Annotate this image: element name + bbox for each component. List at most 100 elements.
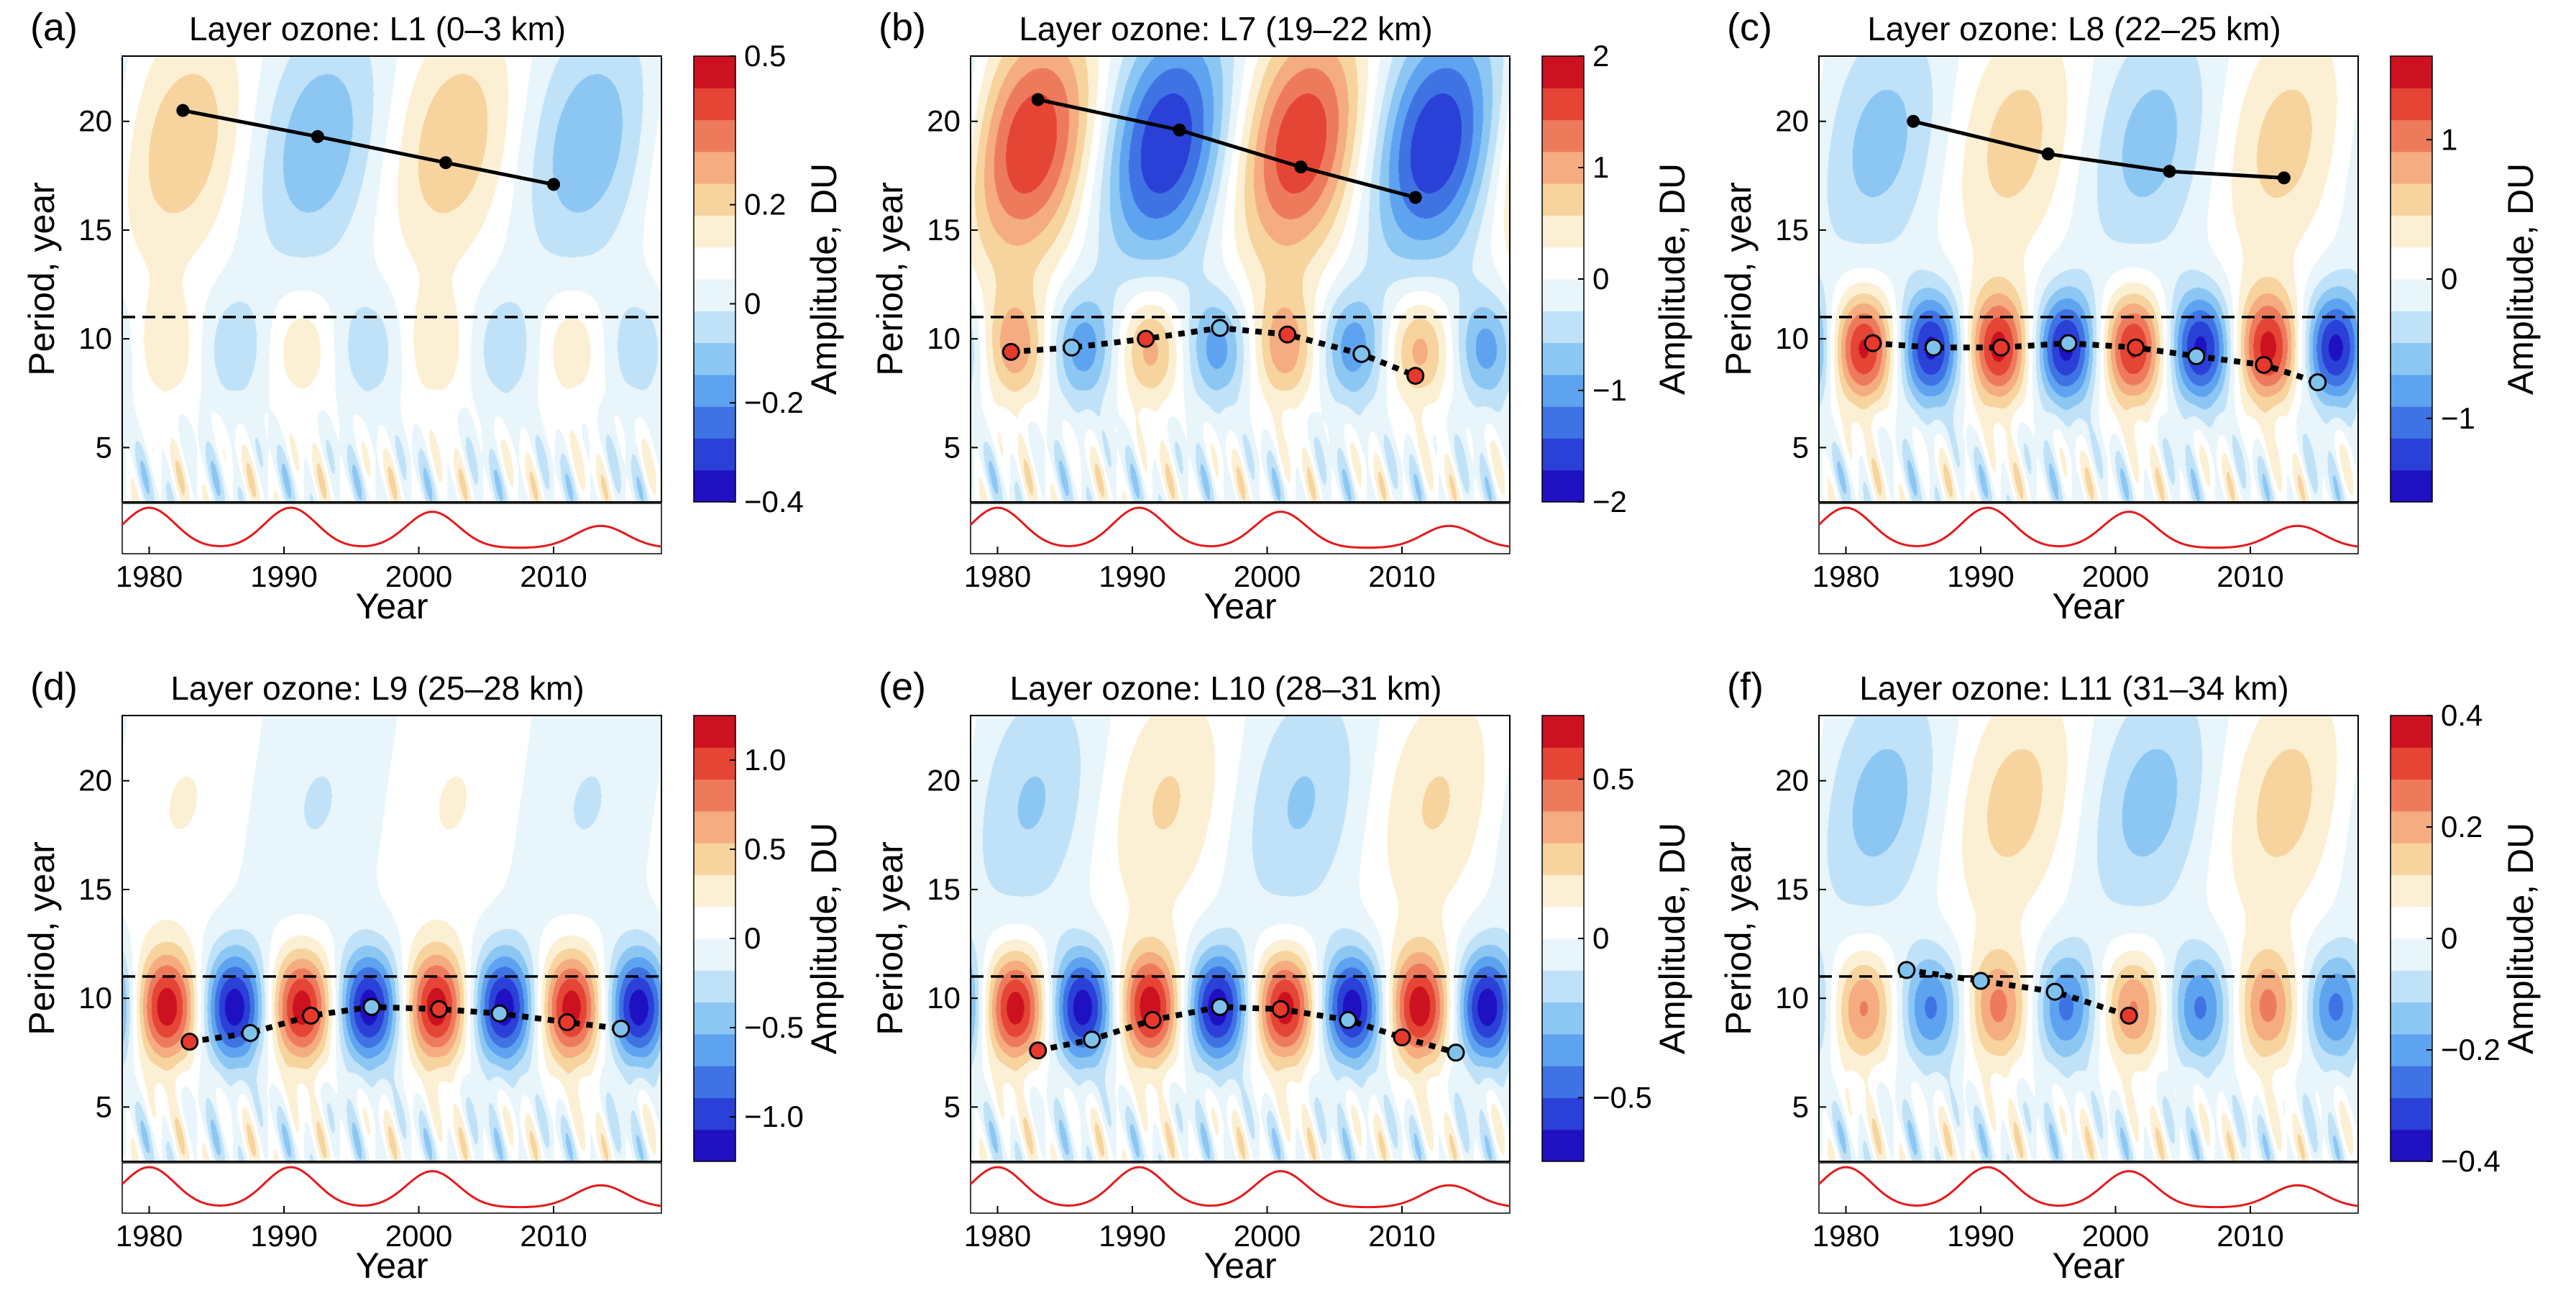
panel-label: (c) [1727, 6, 1772, 49]
colorbar-tick-label: −0.2 [744, 385, 804, 419]
colorbar-segment [694, 1033, 735, 1066]
panel-title: Layer ozone: L10 (28–31 km) [1010, 669, 1442, 707]
colorbar-segment [694, 810, 735, 844]
colorbar-segment [1542, 247, 1584, 280]
colorbar-tick-label: −0.5 [744, 1010, 804, 1044]
y-tick-label: 5 [1792, 1089, 1809, 1123]
plot-frame [1818, 55, 2359, 503]
y-axis-title: Period, year [870, 841, 910, 1036]
dotted-series-point [1137, 329, 1155, 348]
panel-label: (e) [879, 665, 926, 708]
colorbar-segment [2391, 1097, 2432, 1130]
x-axis-title: Year [1204, 586, 1276, 626]
panel-label: (d) [30, 665, 78, 708]
colorbar-segment [694, 88, 735, 121]
dotted-series-point [1143, 1010, 1162, 1029]
colorbar-tick-label: 0.5 [1592, 762, 1634, 796]
x-tick-label: 2000 [1234, 559, 1301, 593]
y-tick-label: 15 [1775, 213, 1809, 247]
colorbar-segment [2391, 779, 2432, 812]
dotted-series-point [558, 1013, 577, 1031]
dotted-series-point [1406, 367, 1425, 385]
colorbar-segment [694, 716, 735, 748]
panel-label: (a) [30, 6, 78, 49]
colorbar-segment [2391, 374, 2432, 407]
heatmap-field [1819, 716, 2358, 1161]
colorbar-segment [2391, 88, 2432, 121]
plot-frame [122, 715, 662, 1162]
sunspot-strip-frame [1818, 503, 2359, 554]
solid-series-point [2163, 165, 2176, 178]
colorbar-segment [694, 183, 735, 216]
colorbar-tick-label: −1 [1592, 373, 1627, 407]
colorbar-segment [2391, 716, 2432, 748]
y-tick-label: 15 [78, 213, 112, 247]
x-tick-label: 2000 [2082, 559, 2149, 593]
colorbar-segment [1542, 810, 1584, 844]
dotted-series-point [1393, 1028, 1411, 1047]
colorbar-title: Amplitude, DU [2501, 823, 2541, 1054]
dotted-series-point [2119, 1006, 2138, 1025]
dotted-series-point [612, 1020, 631, 1038]
y-axis-title: Period, year [22, 841, 62, 1036]
colorbar-segment [1542, 747, 1584, 780]
panel-title: Layer ozone: L7 (19–22 km) [1019, 10, 1432, 47]
sunspot-curve [121, 1166, 662, 1209]
x-axis-title: Year [1204, 1246, 1276, 1286]
y-tick-label: 10 [1775, 321, 1809, 355]
x-tick-label: 1990 [1947, 1219, 2014, 1253]
y-axis-title: Period, year [22, 182, 62, 376]
plot-frame [1818, 715, 2359, 1162]
dotted-series-point [362, 997, 381, 1016]
x-tick-label: 1990 [1947, 559, 2014, 593]
dotted-series-point [241, 1024, 260, 1043]
colorbar-segment [2391, 1033, 2432, 1066]
colorbar-tick-label: 0 [744, 286, 761, 320]
x-tick-label: 2010 [1368, 1219, 1435, 1253]
sunspot-strip-frame [970, 503, 1511, 554]
panel-f: 5 10 15 20 1980 1990 2000 2010 Year Period, year (… [1718, 665, 2541, 1286]
dotted-series-point [1278, 325, 1297, 344]
y-tick-label: 10 [927, 321, 961, 355]
colorbar-segment [2391, 183, 2432, 216]
y-tick-label: 15 [1775, 872, 1809, 906]
colorbar-segment [694, 874, 735, 908]
colorbar-segment [1542, 374, 1584, 407]
y-tick-label: 20 [78, 764, 112, 797]
x-axis-title: Year [2052, 586, 2124, 626]
x-axis-title: Year [355, 1246, 428, 1286]
y-tick-label: 20 [78, 104, 112, 138]
solid-series-line [182, 109, 554, 186]
colorbar-tick-label: 0 [2441, 921, 2457, 955]
heatmap-field [971, 716, 1510, 1161]
y-tick-label: 10 [927, 981, 961, 1015]
colorbar-tick-label: 0.5 [744, 39, 786, 73]
colorbar-segment [1542, 1033, 1584, 1066]
dotted-series-point [1001, 342, 1020, 361]
colorbar-segment [2391, 470, 2432, 503]
plot-frame [122, 55, 662, 503]
colorbar-segment [694, 1129, 735, 1162]
x-axis-title: Year [2052, 1246, 2124, 1286]
colorbar-segment [2391, 810, 2432, 844]
colorbar-segment [2391, 874, 2432, 908]
colorbar-segment [2391, 215, 2432, 248]
heatmap-field [122, 56, 661, 502]
colorbar-tick-label: 0 [744, 921, 761, 955]
colorbar-segment [2391, 906, 2432, 939]
sunspot-strip-frame [1818, 1162, 2359, 1214]
colorbar-segment [1542, 56, 1584, 88]
dotted-series-line [1872, 340, 2319, 385]
colorbar-segment [2391, 843, 2432, 875]
dotted-series-point [302, 1006, 320, 1025]
colorbar-segment [2391, 247, 2432, 280]
solid-series-point [1907, 114, 1920, 128]
plot-frame [970, 715, 1511, 1162]
colorbar-title: Amplitude, DU [1652, 823, 1692, 1054]
colorbar-tick-label: 0.4 [2441, 698, 2483, 732]
dotted-series-point [1352, 344, 1371, 363]
colorbar-segment [694, 406, 735, 439]
solid-series-point [1294, 160, 1308, 174]
dotted-series-point [1897, 961, 1916, 979]
